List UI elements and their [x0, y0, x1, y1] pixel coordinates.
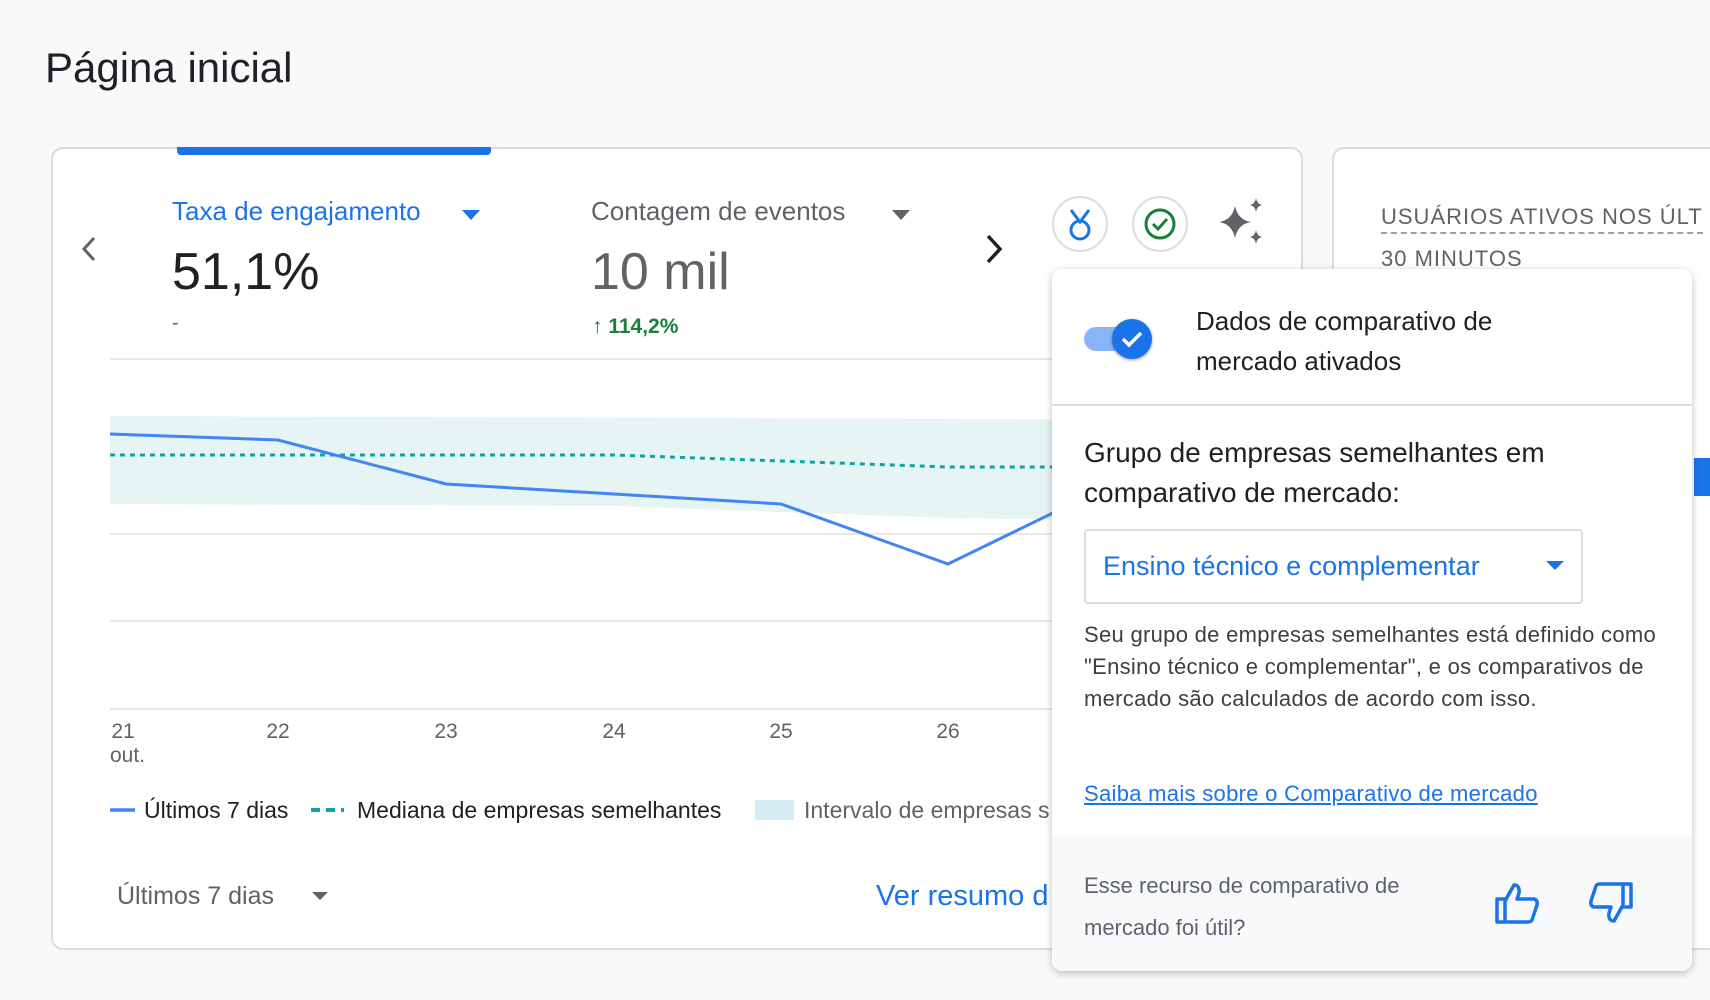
summary-link[interactable]: Ver resumo d — [876, 880, 1049, 912]
toggle-thumb[interactable] — [1112, 319, 1152, 359]
metric-caret[interactable] — [892, 210, 910, 220]
x-tick-label: 21 — [111, 720, 135, 743]
legend-label: Últimos 7 dias — [144, 797, 289, 823]
peer-range-band — [110, 416, 1287, 522]
metric-value: 51,1% — [172, 243, 320, 301]
prev-arrow[interactable] — [81, 236, 96, 262]
page-title: Página inicial — [45, 44, 293, 91]
group-dropdown[interactable]: Ensino técnico e complementar — [1084, 529, 1583, 604]
check-icon — [1144, 208, 1176, 240]
up-arrow: ↑ — [592, 315, 603, 338]
tab-indicator — [177, 147, 491, 155]
learn-more-link[interactable]: Saiba mais sobre o Comparativo de mercad… — [1084, 781, 1538, 806]
x-tick-label: 25 — [769, 720, 793, 743]
metric-label[interactable]: Taxa de engajamento — [172, 196, 421, 226]
last-7-days-line — [109, 432, 1101, 566]
legend-label: Mediana de empresas semelhantes — [357, 797, 722, 823]
metric-change-row: ↑ 114,2% — [592, 315, 678, 339]
insights-icon[interactable] — [1219, 198, 1262, 244]
feedback-section — [1052, 836, 1692, 971]
metric-change: - — [172, 312, 179, 334]
group-title: Grupo de empresas semelhantes em compara… — [1084, 437, 1545, 508]
toggle-check — [1121, 331, 1143, 348]
x-tick-label: 22 — [266, 720, 290, 743]
side-card-title: USUÁRIOS ATIVOS NOS ÚLT — [1381, 204, 1703, 234]
legend-swatch — [755, 800, 794, 820]
legend-label: Intervalo de empresas s — [804, 797, 1050, 823]
metric-label[interactable]: Contagem de eventos — [591, 196, 846, 226]
date-range[interactable]: Últimos 7 dias — [117, 882, 274, 910]
next-arrow[interactable] — [986, 234, 1003, 264]
dropdown-caret — [1546, 561, 1564, 570]
check-icon — [1151, 217, 1169, 232]
dropdown-value: Ensino técnico e complementar — [1103, 551, 1480, 581]
feedback-question: Esse recurso de comparativo de mercado f… — [1084, 873, 1400, 940]
peer-median-line — [110, 453, 1287, 469]
side-card-subtitle: 30 MINUTOS — [1381, 246, 1523, 271]
thumbs-down[interactable] — [1588, 881, 1634, 925]
x-tick-label: 26 — [936, 720, 960, 743]
check-button[interactable] — [1132, 196, 1188, 252]
group-description: Seu grupo de empresas semelhantes está d… — [1084, 622, 1657, 711]
date-range-caret[interactable] — [312, 892, 328, 900]
metric-value: 10 mil — [591, 243, 730, 301]
side-bar — [1694, 458, 1710, 496]
benchmark-popup: Dados de comparativo de mercado ativados… — [1052, 269, 1692, 971]
x-sublabel: out. — [110, 744, 146, 767]
x-tick-label: 24 — [602, 720, 626, 743]
medal-icon — [1069, 209, 1091, 225]
metric-caret[interactable] — [462, 210, 480, 220]
x-tick-label: 23 — [434, 720, 458, 743]
thumbs-up[interactable] — [1494, 881, 1540, 925]
toggle-label: Dados de comparativo de mercado ativados — [1196, 306, 1493, 376]
metric-change: 114,2% — [608, 315, 679, 338]
divider — [1052, 404, 1692, 406]
